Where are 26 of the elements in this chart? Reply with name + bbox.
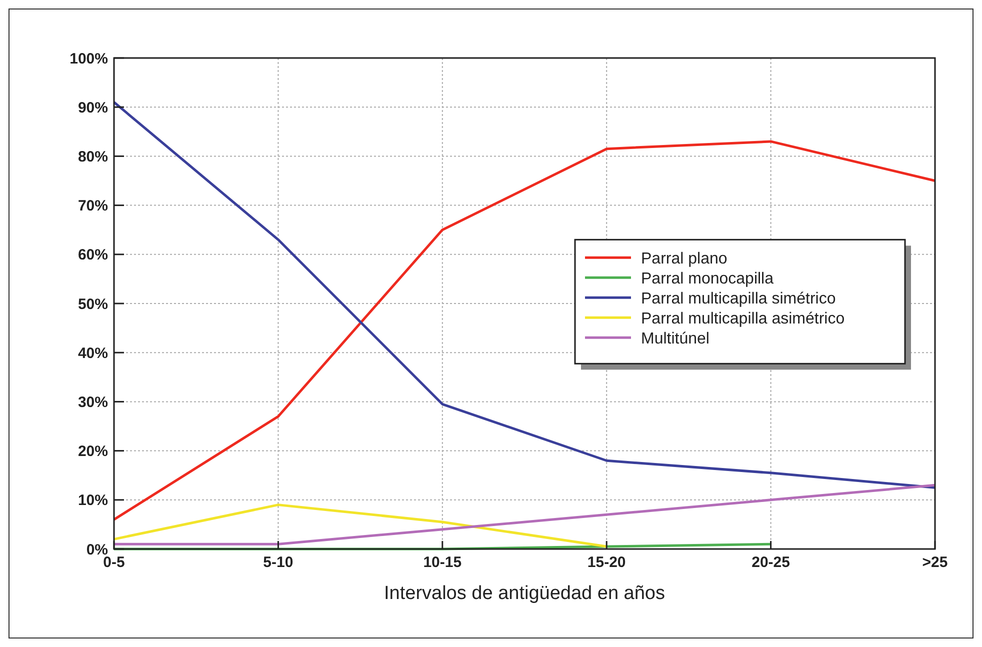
legend-label: Parral multicapilla asimétrico <box>641 310 845 328</box>
y-tick-label: 50% <box>78 296 108 313</box>
y-tick-label: 100% <box>70 50 108 68</box>
x-tick-label: 0-5 <box>103 554 125 571</box>
y-tick-label: 60% <box>78 246 108 264</box>
x-tick-label: 20-25 <box>752 554 790 571</box>
line-series <box>112 484 936 546</box>
legend-label: Multitúnel <box>641 330 710 348</box>
y-tick-label: 40% <box>78 344 108 362</box>
legend-label: Parral monocapilla <box>641 270 774 288</box>
x-tick-label: 10-15 <box>423 554 462 571</box>
x-tick-label: 15-20 <box>587 554 626 571</box>
line-series <box>112 100 936 489</box>
y-tick-label: 90% <box>78 99 108 116</box>
x-axis-title: Intervalos de antigüedad en años <box>384 583 665 604</box>
line-series <box>112 504 608 548</box>
y-tick-label: 80% <box>78 148 108 166</box>
y-tick-label: 70% <box>78 198 108 215</box>
y-tick-label: 20% <box>78 443 108 460</box>
legend-label: Parral multicapilla simétrico <box>641 290 836 308</box>
y-tick-label: 10% <box>78 492 108 510</box>
legend-label: Parral plano <box>641 250 728 268</box>
y-tick-label: 30% <box>78 394 108 411</box>
line-series <box>112 140 936 521</box>
x-tick-label: >25 <box>922 554 948 571</box>
x-tick-label: 5-10 <box>263 554 294 571</box>
